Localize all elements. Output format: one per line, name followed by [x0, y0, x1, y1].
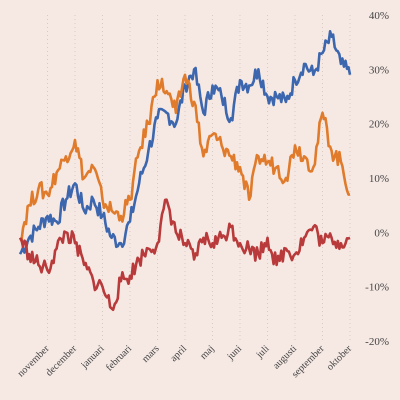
y-tick-label: 30% [369, 64, 389, 76]
series-lines [18, 29, 352, 312]
series-line-2 [18, 73, 351, 243]
y-tick-label: -20% [365, 336, 389, 348]
y-axis-ticks: 40% 30% 20% 10% 0% -10% -20% [365, 10, 389, 348]
y-tick-label: 20% [369, 119, 389, 131]
x-tick-label-april: april [168, 343, 189, 364]
y-tick-label: 40% [369, 10, 389, 22]
x-tick-label-maj: maj [198, 343, 216, 361]
x-tick-label-juni: juni [225, 343, 245, 363]
y-tick-label: 10% [369, 173, 389, 185]
x-tick-label-december: december [44, 343, 80, 379]
y-tick-label: 0% [374, 227, 389, 239]
series-line-1 [18, 29, 352, 255]
x-tick-label-mars: mars [140, 343, 162, 365]
x-tick-label-januari: januari [79, 343, 107, 371]
x-tick-label-oktober: oktober [325, 343, 355, 373]
series-line-3 [18, 198, 351, 312]
x-tick-label-februari: februari [104, 343, 134, 373]
y-tick-label: -10% [365, 282, 389, 294]
x-tick-label-juli: juli [254, 343, 272, 361]
